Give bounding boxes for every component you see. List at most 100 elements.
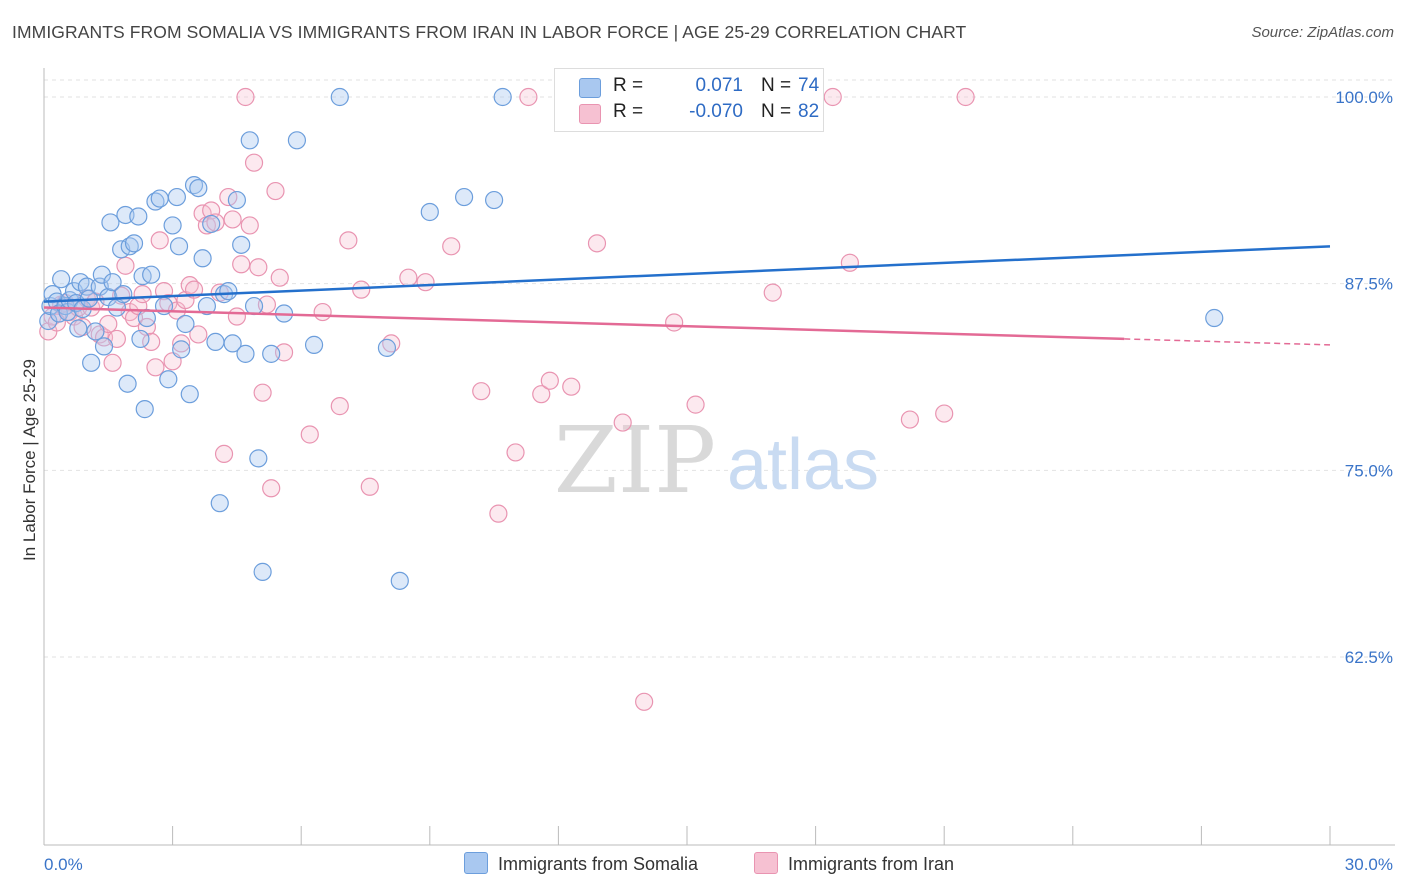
somalia-point: [172, 340, 191, 359]
iran-point: [244, 153, 264, 172]
iran-point: [613, 413, 632, 432]
y-tick-label: 75.0%: [1345, 461, 1393, 480]
somalia-point: [176, 314, 195, 334]
somalia-point: [390, 571, 409, 590]
somalia-point: [210, 494, 229, 513]
iran-point: [249, 258, 268, 277]
iran-point: [352, 280, 371, 299]
somalia-point: [240, 131, 259, 150]
somalia-point: [167, 187, 186, 207]
somalia-point: [124, 234, 144, 253]
iran-point: [532, 385, 551, 404]
somalia-point: [129, 207, 148, 226]
legend-swatch-iran: [579, 104, 601, 124]
somalia-point: [92, 265, 111, 284]
somalia-point: [52, 270, 71, 289]
y-axis-label: In Labor Force | Age 25-29: [20, 359, 39, 561]
legend-r-value: 0.071: [695, 75, 743, 96]
somalia-point: [249, 449, 268, 468]
somalia-point: [377, 338, 397, 357]
series-iran-points: [39, 87, 975, 711]
somalia-trend-line: [43, 245, 1331, 303]
iran-point: [189, 325, 208, 344]
iran-point: [133, 285, 152, 304]
iran-trend-extension: [1124, 338, 1331, 346]
somalia-point: [223, 334, 242, 353]
somalia-point: [180, 385, 199, 404]
legend-swatch-somalia: [579, 78, 601, 98]
iran-point: [562, 377, 581, 396]
somalia-point: [94, 337, 114, 356]
iran-point: [665, 313, 684, 332]
iran-point: [635, 692, 654, 711]
somalia-point: [454, 187, 474, 207]
y-tick-label: 100.0%: [1335, 88, 1393, 107]
watermark-atlas: atlas: [727, 425, 879, 505]
somalia-point: [304, 335, 324, 354]
iran-point: [142, 332, 161, 352]
legend-r-label: R =: [613, 75, 644, 96]
somalia-point: [159, 370, 178, 389]
somalia-point: [131, 329, 150, 349]
somalia-point: [202, 214, 221, 234]
iran-point: [489, 504, 508, 523]
iran-point: [416, 273, 435, 292]
bottom-legend-label-somalia: Immigrants from Somalia: [498, 854, 699, 874]
iran-point: [587, 234, 607, 253]
iran-point: [540, 371, 559, 390]
watermark-zip: ZIP: [554, 407, 716, 514]
bottom-legend-iran: Immigrants from Iran: [754, 852, 954, 875]
somalia-point: [189, 178, 208, 198]
somalia-point: [69, 319, 88, 338]
somalia-point: [137, 308, 156, 328]
somalia-point: [219, 282, 238, 301]
series-somalia-points: [39, 87, 1224, 590]
somalia-point: [82, 353, 101, 372]
iran-point: [900, 410, 920, 429]
iran-point: [686, 395, 705, 414]
iran-point: [270, 268, 289, 287]
somalia-point: [253, 562, 272, 581]
iran-point: [223, 210, 242, 229]
iran-point: [236, 87, 255, 107]
y-tick-label: 62.5%: [1345, 648, 1393, 667]
iran-point: [116, 256, 135, 275]
legend-n-label: N =: [761, 101, 792, 122]
correlation-legend: R = 0.071 N = 74 R = -0.070 N = 82: [554, 68, 824, 132]
somalia-point: [244, 296, 264, 316]
iran-point: [472, 382, 491, 401]
iran-point: [266, 181, 285, 201]
iran-point: [519, 87, 538, 107]
trend-lines: [43, 245, 1331, 346]
iran-point: [202, 201, 221, 220]
somalia-point: [103, 273, 122, 292]
iran-point: [763, 283, 782, 302]
somalia-point: [114, 285, 133, 304]
iran-point: [313, 302, 332, 322]
legend-r-value: -0.070: [689, 101, 743, 122]
somalia-point: [232, 235, 251, 254]
somalia-point: [493, 87, 512, 107]
iran-point: [935, 404, 954, 423]
iran-point: [506, 443, 525, 462]
watermark: ZIP atlas: [554, 407, 879, 514]
iran-point: [339, 231, 358, 250]
bottom-legend-label-iran: Immigrants from Iran: [788, 854, 955, 874]
iran-point: [399, 268, 418, 287]
iran-point: [172, 334, 191, 353]
somalia-point: [420, 202, 439, 222]
bottom-legend-swatch-somalia: [464, 852, 488, 874]
chart-source: Source: ZipAtlas.com: [1251, 24, 1394, 41]
somalia-point: [330, 87, 349, 107]
iran-point: [103, 353, 122, 372]
iran-trend-line: [43, 306, 1125, 341]
iran-point: [232, 255, 251, 274]
legend-n-value: 74: [798, 75, 820, 96]
iran-point: [823, 87, 842, 107]
iran-point: [227, 307, 246, 326]
somalia-point: [485, 190, 504, 210]
tick-labels: 62.5% 75.0% 87.5% 100.0% 0.0% 30.0%: [44, 88, 1393, 874]
iran-point: [840, 253, 859, 272]
iran-point: [253, 383, 272, 402]
